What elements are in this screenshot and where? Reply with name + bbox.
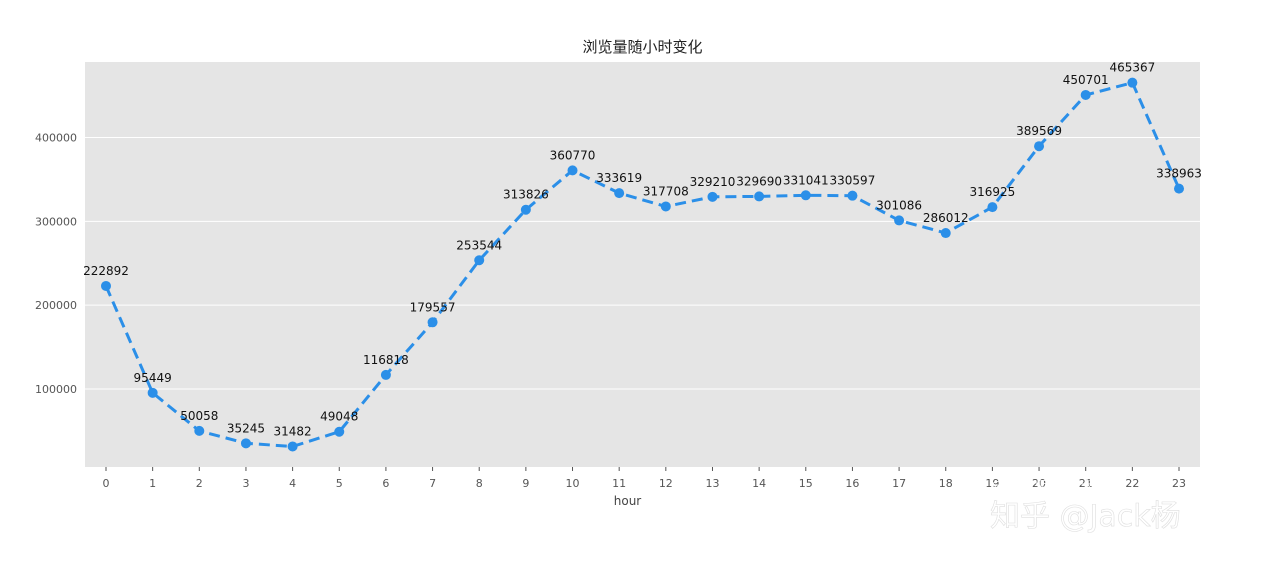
data-point bbox=[707, 191, 718, 202]
x-tick-label: 0 bbox=[102, 477, 109, 490]
data-point bbox=[520, 204, 531, 215]
data-label: 331041 bbox=[783, 173, 829, 187]
chart-title: 浏览量随小时变化 bbox=[582, 38, 702, 56]
x-tick-label: 3 bbox=[242, 477, 249, 490]
data-label: 329690 bbox=[736, 174, 782, 188]
x-tick-label: 16 bbox=[845, 477, 859, 490]
data-point bbox=[194, 425, 205, 436]
x-tick-label: 7 bbox=[429, 477, 436, 490]
x-tick-label: 22 bbox=[1125, 477, 1139, 490]
data-label: 338963 bbox=[1156, 167, 1202, 181]
data-point bbox=[754, 191, 765, 202]
data-point bbox=[1174, 183, 1185, 194]
data-label: 465367 bbox=[1109, 61, 1155, 75]
data-label: 313826 bbox=[503, 188, 549, 202]
y-axis-ticks: 100000 200000 300000 400000 bbox=[35, 131, 77, 396]
y-tick-label: 100000 bbox=[35, 383, 77, 396]
data-label: 317708 bbox=[643, 184, 689, 198]
data-label: 316925 bbox=[969, 185, 1015, 199]
x-tick-label: 12 bbox=[659, 477, 673, 490]
gridlines bbox=[85, 136, 1200, 390]
data-label: 49048 bbox=[320, 410, 358, 424]
data-point bbox=[334, 426, 345, 437]
data-label: 286012 bbox=[923, 211, 969, 225]
x-tick-label: 13 bbox=[705, 477, 719, 490]
data-point bbox=[240, 438, 251, 449]
data-points bbox=[100, 77, 1185, 452]
x-tick-label: 6 bbox=[382, 477, 389, 490]
plot-area bbox=[85, 62, 1200, 467]
data-point bbox=[474, 255, 485, 266]
data-label: 179557 bbox=[410, 300, 456, 314]
watermark-zhihu: 知乎 @Jack杨 bbox=[990, 499, 1181, 534]
x-tick-label: 5 bbox=[336, 477, 343, 490]
x-tick-label: 2 bbox=[196, 477, 203, 490]
x-tick-label: 14 bbox=[752, 477, 766, 490]
x-tick-label: 10 bbox=[566, 477, 580, 490]
x-tick-label: 18 bbox=[939, 477, 953, 490]
x-tick-label: 15 bbox=[799, 477, 813, 490]
data-label: 35245 bbox=[227, 421, 265, 435]
data-point bbox=[660, 201, 671, 212]
data-label: 301086 bbox=[876, 198, 922, 212]
data-label: 330597 bbox=[830, 174, 876, 188]
data-point bbox=[1127, 77, 1138, 88]
series-line bbox=[104, 81, 1181, 448]
y-tick-label: 300000 bbox=[35, 215, 77, 228]
x-tick-label: 23 bbox=[1172, 477, 1186, 490]
data-point bbox=[1080, 89, 1091, 100]
x-tick-label: 21 bbox=[1079, 477, 1093, 490]
x-tick-label: 11 bbox=[612, 477, 626, 490]
data-label: 31482 bbox=[274, 424, 312, 438]
data-label: 389569 bbox=[1016, 124, 1062, 138]
data-label: 253544 bbox=[456, 238, 502, 252]
x-tick-label: 8 bbox=[476, 477, 483, 490]
data-point bbox=[800, 190, 811, 201]
y-tick-label: 200000 bbox=[35, 299, 77, 312]
data-label: 450701 bbox=[1063, 73, 1109, 87]
data-point bbox=[147, 387, 158, 398]
data-point bbox=[427, 317, 438, 328]
data-point bbox=[1034, 141, 1045, 152]
data-point bbox=[614, 188, 625, 199]
x-axis-ticks: 0 1 2 3 4 5 6 7 8 9 10 11 12 13 14 15 16 17 18 19 20 21 22 23 bbox=[102, 467, 1186, 490]
data-point bbox=[940, 228, 951, 239]
x-tick-label: 19 bbox=[985, 477, 999, 490]
data-label: 95449 bbox=[134, 371, 172, 385]
data-label: 360770 bbox=[550, 148, 596, 162]
x-tick-label: 9 bbox=[522, 477, 529, 490]
data-label: 116818 bbox=[363, 353, 409, 367]
x-axis-label: hour bbox=[614, 494, 642, 508]
data-point bbox=[287, 441, 298, 452]
data-point bbox=[380, 369, 391, 380]
data-point bbox=[100, 280, 111, 291]
data-label: 50058 bbox=[180, 409, 218, 423]
data-point bbox=[987, 202, 998, 213]
watermark-juejin: @稀土掘金技术社区 bbox=[990, 478, 1125, 496]
data-point bbox=[567, 165, 578, 176]
x-tick-label: 4 bbox=[289, 477, 296, 490]
data-point bbox=[847, 190, 858, 201]
x-tick-label: 20 bbox=[1032, 477, 1046, 490]
data-label: 222892 bbox=[83, 264, 129, 278]
y-tick-label: 400000 bbox=[35, 131, 77, 144]
x-tick-label: 17 bbox=[892, 477, 906, 490]
data-label: 333619 bbox=[596, 171, 642, 185]
x-tick-label: 1 bbox=[149, 477, 156, 490]
data-point bbox=[894, 215, 905, 226]
data-labels: 222892 95449 50058 35245 31482 49048 116818 179… bbox=[83, 61, 1202, 439]
data-label: 329210 bbox=[690, 175, 736, 189]
